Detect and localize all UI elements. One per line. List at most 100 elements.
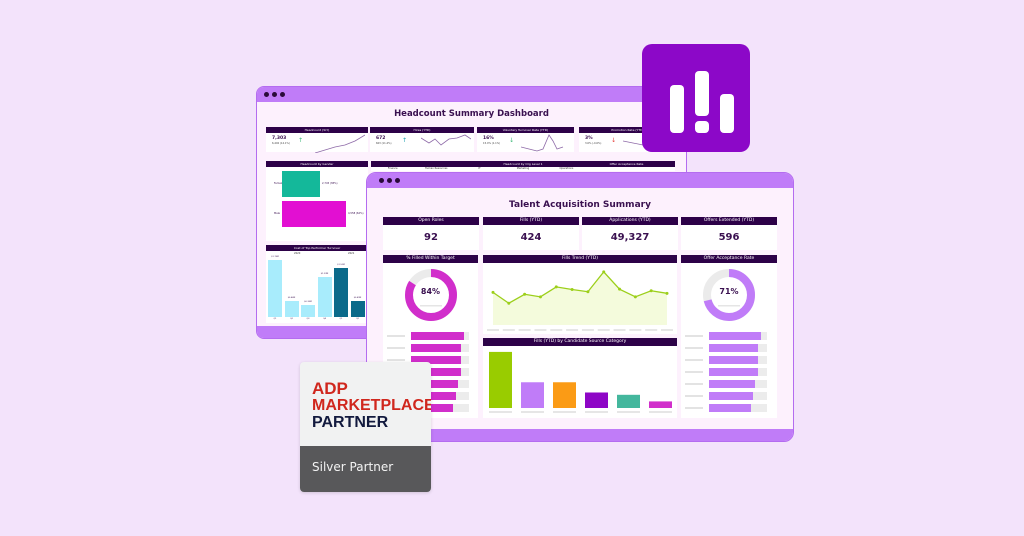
panel-header: Offer Acceptance Rate bbox=[578, 161, 675, 167]
dashboard-title: Talent Acquisition Summary bbox=[509, 200, 651, 210]
kpi-card: Offers Extended (YTD) 596 bbox=[681, 217, 777, 250]
bar-label-placeholder bbox=[387, 335, 405, 337]
fills-by-source-panel: Fills (YTD) by Candidate Source Category bbox=[483, 338, 677, 418]
trend-point bbox=[538, 295, 542, 299]
bar-data-label: $1.52M bbox=[337, 263, 345, 266]
group-label: 2021 bbox=[348, 252, 355, 255]
panel-header: Hires (YTD) bbox=[370, 127, 474, 133]
bar-data-label: $0.49M bbox=[353, 296, 362, 299]
turnover-panel: Cost of Top Performer Turnover 2020 2021… bbox=[266, 245, 368, 323]
trend-point bbox=[554, 285, 558, 289]
source-bar bbox=[649, 401, 672, 408]
x-tick-label bbox=[649, 411, 672, 413]
filled-within-target-donut bbox=[405, 269, 457, 321]
bar-label-placeholder bbox=[685, 371, 703, 373]
source-bar bbox=[553, 382, 576, 408]
turnover-bar bbox=[268, 260, 282, 317]
x-tick-label bbox=[645, 329, 658, 331]
kpi-card: Open Roles 92 bbox=[383, 217, 479, 250]
fills-trend-chart bbox=[487, 270, 673, 331]
donut-value: 71% bbox=[719, 287, 739, 296]
kpi-card: Applications (YTD) 49,327 bbox=[582, 217, 678, 250]
gender-bar bbox=[282, 171, 320, 197]
bar-fill bbox=[411, 344, 461, 352]
bar-label-placeholder bbox=[387, 347, 405, 349]
bar-fill bbox=[709, 392, 754, 400]
turnover-bar bbox=[317, 276, 332, 317]
bar-data-label: $0.35M bbox=[304, 301, 312, 304]
x-tick-label bbox=[585, 411, 608, 413]
x-tick-label: Q4 bbox=[323, 318, 326, 320]
turnover-bar bbox=[284, 301, 299, 317]
trend-point bbox=[570, 287, 574, 291]
org-column-header: Marketing bbox=[516, 167, 530, 170]
badge-tier-band: Silver Partner bbox=[300, 446, 431, 492]
x-tick-label bbox=[521, 411, 544, 413]
panel-header: Headcount by Gender bbox=[266, 161, 368, 167]
bar-fill bbox=[709, 380, 756, 388]
x-tick-label bbox=[629, 329, 642, 331]
bar-fill bbox=[411, 332, 465, 340]
bar-label-placeholder bbox=[685, 383, 703, 385]
bar-fill bbox=[411, 380, 458, 388]
trend-area bbox=[493, 271, 667, 325]
org-column-header: Human Resources bbox=[424, 167, 448, 170]
window-dot-icon bbox=[379, 178, 384, 183]
window-titlebar bbox=[257, 87, 686, 102]
arrow-down-icon: ↓ bbox=[611, 137, 617, 144]
sparkline bbox=[521, 134, 564, 152]
window-footer bbox=[367, 429, 793, 441]
x-tick-label: Q2 bbox=[290, 318, 293, 320]
arrow-up-icon: ↑ bbox=[402, 137, 408, 144]
trend-point bbox=[649, 289, 653, 293]
trend-line bbox=[492, 270, 668, 305]
kpi-card: Fills (YTD) 424 bbox=[483, 217, 579, 250]
panel-header: Voluntary Turnover Rate (YTD) bbox=[477, 127, 574, 133]
x-tick-label: Q2 bbox=[356, 318, 359, 320]
panel-header: Fills Trend (YTD) bbox=[483, 255, 677, 263]
x-tick-label bbox=[553, 411, 576, 413]
panel-header: Fills (YTD) by Candidate Source Category bbox=[483, 338, 677, 346]
source-bar bbox=[617, 394, 640, 408]
x-tick-label bbox=[518, 329, 531, 331]
panel-header: Fills (YTD) bbox=[483, 217, 579, 225]
x-tick-label bbox=[534, 329, 547, 331]
arrow-down-icon: ↓ bbox=[509, 137, 515, 144]
trend-point bbox=[602, 270, 606, 274]
source-bar bbox=[585, 392, 608, 408]
bar-fill bbox=[709, 344, 758, 352]
bar-fill bbox=[411, 368, 461, 376]
talent-acquisition-window: Talent Acquisition Summary Open Roles 92 F… bbox=[366, 172, 794, 442]
kpi-value: 3% bbox=[585, 136, 593, 141]
donut-arc bbox=[703, 269, 755, 321]
trend-point bbox=[633, 295, 637, 299]
kpi-value: 16% bbox=[483, 136, 494, 141]
app-logo bbox=[642, 44, 750, 152]
org-column-header: IT bbox=[478, 167, 481, 170]
kpi-value: 424 bbox=[520, 232, 542, 243]
kpi-sub: 3.6% (-0.6%) bbox=[585, 142, 602, 145]
org-column-header: Finance bbox=[387, 167, 398, 170]
offer-panel: Offer Acceptance Rate bbox=[578, 161, 675, 171]
offer-acceptance-donut bbox=[703, 269, 755, 321]
badge-line-marketplace: MARKETPLACE bbox=[312, 397, 431, 414]
bar-fill bbox=[709, 368, 758, 376]
kpi-sub: 6,400 (14.1%) bbox=[272, 142, 290, 145]
x-tick-label: Q1 bbox=[273, 318, 277, 320]
x-tick-label bbox=[613, 329, 626, 331]
x-tick-label bbox=[489, 411, 512, 413]
org-column-header: Operations bbox=[559, 167, 574, 170]
x-tick-label bbox=[597, 329, 610, 331]
bar-label-placeholder bbox=[685, 347, 703, 349]
kpi-sub: 603 (11.4%) bbox=[376, 142, 392, 145]
turnover-bar bbox=[334, 267, 348, 317]
donut-arc bbox=[405, 269, 457, 321]
bar-label-placeholder bbox=[685, 335, 703, 337]
gender-panel: Headcount by Gender Female 2,745 (38%) Mal… bbox=[266, 161, 368, 241]
panel-header: Open Roles bbox=[383, 217, 479, 225]
bar-fill bbox=[411, 404, 453, 412]
bar-fill bbox=[709, 332, 761, 340]
bar-fill bbox=[709, 356, 758, 364]
kpi-card: Voluntary Turnover Rate (YTD) 16% 15.0% (1… bbox=[477, 127, 574, 152]
panel-header: Promotion Rate (YTD) bbox=[579, 127, 676, 133]
